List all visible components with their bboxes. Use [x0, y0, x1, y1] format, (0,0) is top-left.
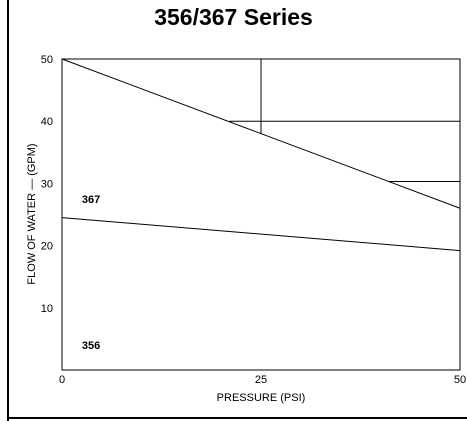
y-tick-label: 40	[41, 116, 53, 128]
y-tick-label: 10	[41, 303, 53, 315]
series-line-356	[61, 217, 461, 252]
y-tick-label: 50	[41, 54, 53, 66]
series-label-356: 356	[82, 340, 100, 352]
y-tick-label: 20	[41, 241, 53, 253]
x-tick-label: 0	[59, 374, 65, 386]
x-tick-label: 50	[454, 374, 466, 386]
y-axis-label: FLOW OF WATER — (GPM)	[26, 143, 38, 284]
x-axis-label: PRESSURE (PSI)	[217, 392, 306, 404]
series-label-367: 367	[82, 194, 100, 206]
chart-title: 356/367 Series	[154, 4, 313, 30]
y-tick-label: 30	[41, 178, 53, 190]
x-tick-label: 25	[255, 374, 267, 386]
